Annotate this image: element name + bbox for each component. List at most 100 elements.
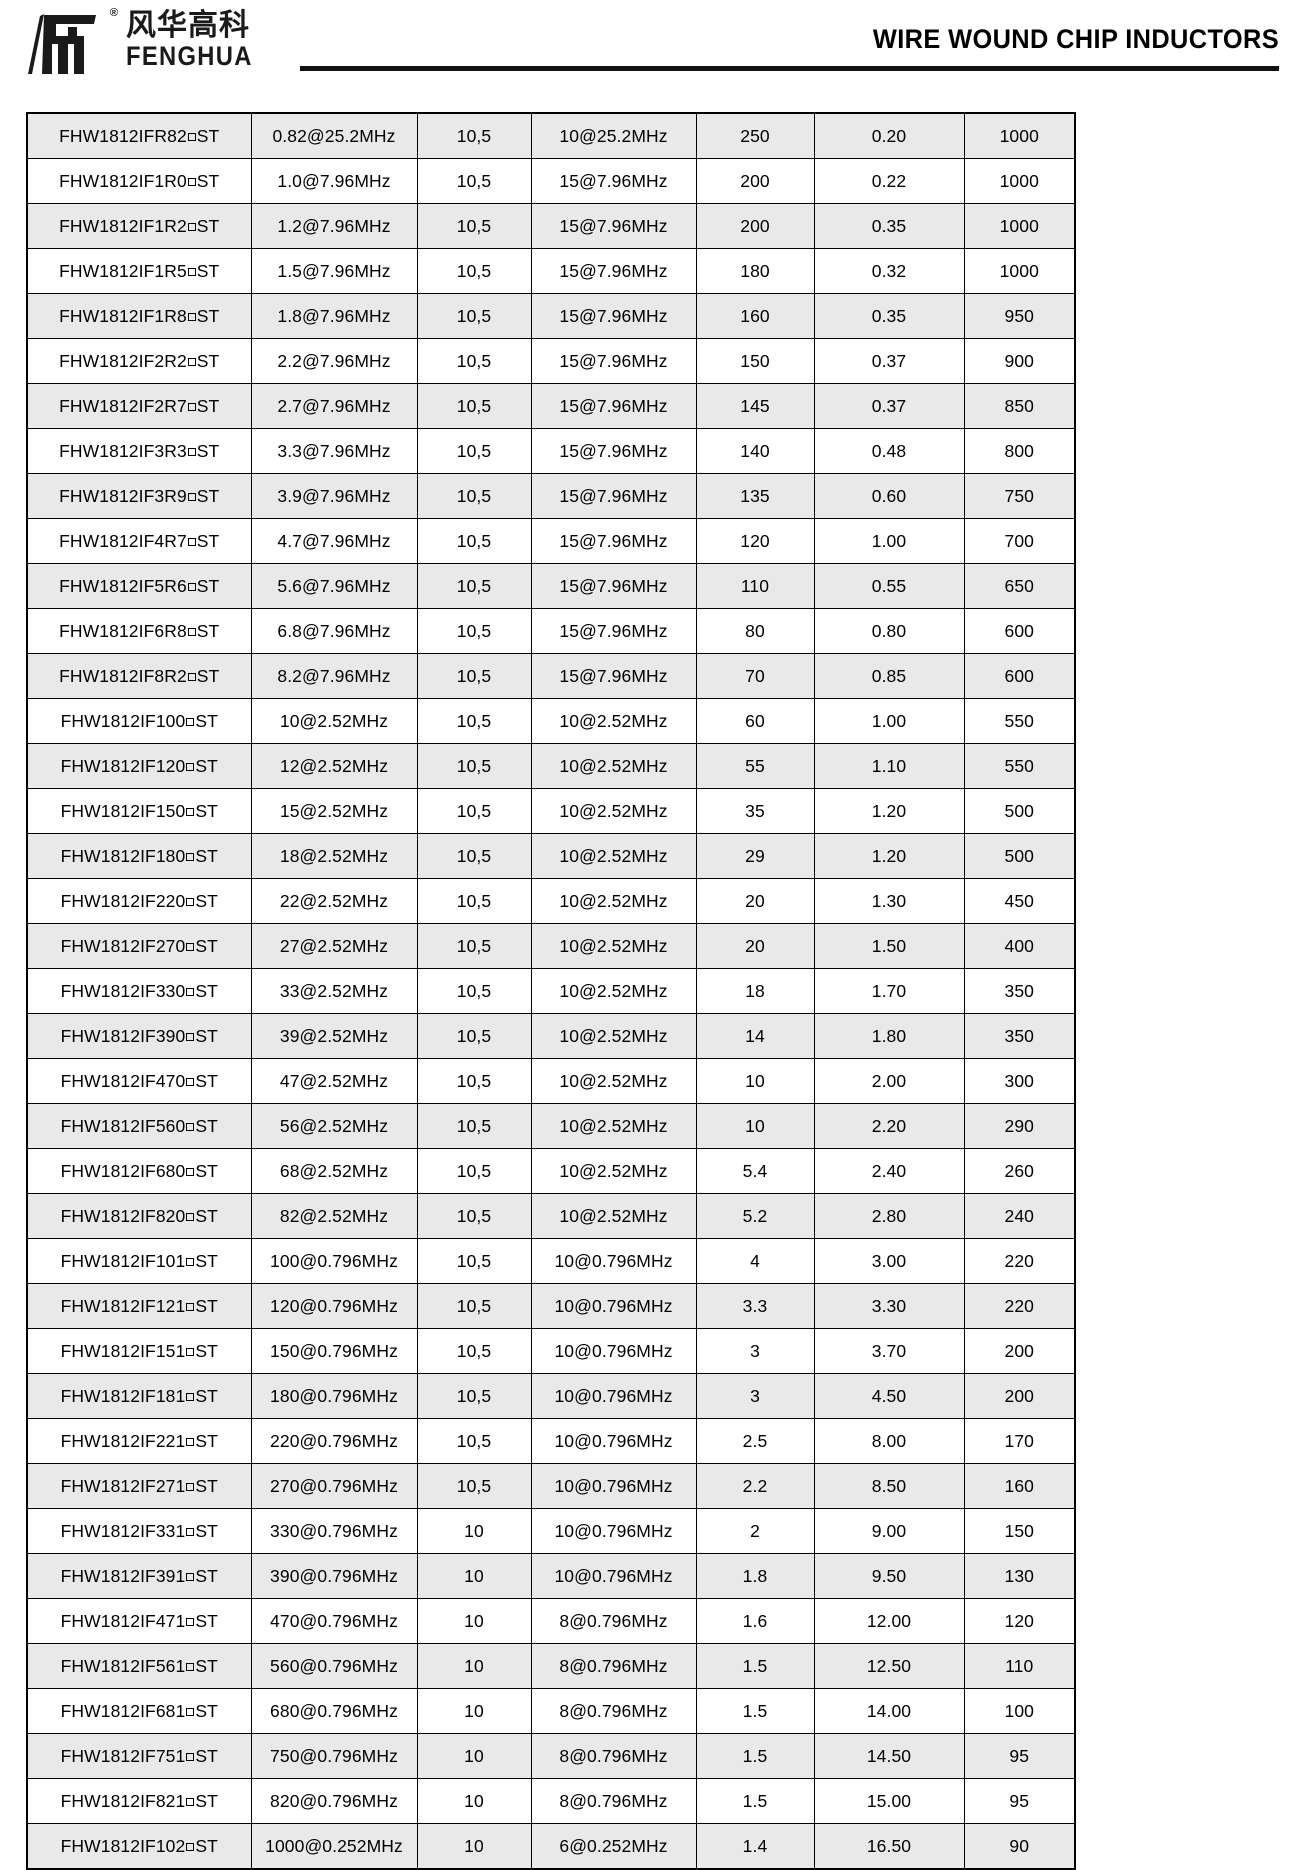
cell-part-number: FHW1812IF470 ST [26,1058,252,1104]
cell-srf: 145 [695,383,815,429]
part-number-prefix: FHW1812IF6R8 [59,620,187,641]
cell-part-number: FHW1812IF1R8 ST [26,293,252,339]
cell-dcr: 9.50 [813,1553,965,1599]
cell-part-number: FHW1812IF3R9 ST [26,473,252,519]
part-number-suffix: ST [196,440,220,461]
spec-table-container: FHW1812IFR82 ST 0.82@25.2MHz 10,5 10@25.2MHz… [26,112,1076,1870]
cell-q-test: 10@2.52MHz [530,833,697,879]
cell-rated-current: 90 [963,1823,1076,1870]
cell-q-min: 10,5 [416,923,532,969]
cell-q-test: 8@0.796MHz [530,1598,697,1644]
cell-q-min: 10 [416,1823,532,1870]
cell-inductance: 18@2.52MHz [250,833,418,879]
cell-q-test: 10@2.52MHz [530,923,697,969]
cell-srf: 120 [695,518,815,564]
cell-q-min: 10,5 [416,743,532,789]
cell-rated-current: 400 [963,923,1076,969]
cell-srf: 18 [695,968,815,1014]
part-number-prefix: FHW1812IF821 [60,1790,186,1811]
table-row: FHW1812IF221 ST 220@0.796MHz 10,5 10@0.796MH… [26,1418,1076,1464]
cell-inductance: 47@2.52MHz [250,1058,418,1104]
cell-dcr: 0.35 [813,293,965,339]
tolerance-placeholder-icon [187,402,196,411]
cell-srf: 1.5 [695,1733,815,1779]
part-number-prefix: FHW1812IF471 [60,1610,186,1631]
part-number-suffix: ST [195,1070,218,1091]
table-row: FHW1812IF3R3 ST 3.3@7.96MHz 10,5 15@7.96MHz 1… [26,428,1076,474]
part-number-suffix: ST [196,575,220,596]
cell-srf: 4 [695,1238,815,1284]
cell-dcr: 0.80 [813,608,965,654]
cell-rated-current: 170 [963,1418,1076,1464]
cell-q-min: 10,5 [416,1238,532,1284]
part-number-prefix: FHW1812IF1R2 [59,215,187,236]
cell-q-min: 10 [416,1733,532,1779]
cell-q-min: 10 [416,1553,532,1599]
part-number-prefix: FHW1812IF100 [60,710,186,731]
cell-srf: 1.5 [695,1643,815,1689]
cell-q-min: 10,5 [416,383,532,429]
cell-dcr: 8.50 [813,1463,965,1509]
table-row: FHW1812IF680 ST 68@2.52MHz 10,5 10@2.52MHz 5.… [26,1148,1076,1194]
cell-q-min: 10,5 [416,833,532,879]
cell-inductance: 15@2.52MHz [250,788,418,834]
cell-rated-current: 850 [963,383,1076,429]
tolerance-placeholder-icon [187,132,196,141]
part-number-prefix: FHW1812IF1R0 [59,170,187,191]
cell-rated-current: 100 [963,1688,1076,1734]
part-number-prefix: FHW1812IF1R8 [59,305,187,326]
part-number-prefix: FHW1812IF330 [60,980,186,1001]
cell-q-test: 10@2.52MHz [530,878,697,924]
cell-q-min: 10,5 [416,293,532,339]
cell-part-number: FHW1812IF8R2 ST [26,653,252,699]
cell-dcr: 8.00 [813,1418,965,1464]
cell-part-number: FHW1812IF120 ST [26,743,252,789]
fenghua-logo-icon: ® [22,6,118,80]
cell-inductance: 470@0.796MHz [250,1598,418,1644]
cell-q-min: 10,5 [416,1193,532,1239]
part-number-suffix: ST [196,530,220,551]
cell-srf: 10 [695,1103,815,1149]
part-number-suffix: ST [196,395,220,416]
table-row: FHW1812IF100 ST 10@2.52MHz 10,5 10@2.52MHz 60… [26,698,1076,744]
cell-srf: 20 [695,878,815,924]
cell-inductance: 3.9@7.96MHz [250,473,418,519]
table-row: FHW1812IF331 ST 330@0.796MHz 10 10@0.796MHz 2… [26,1508,1076,1554]
tolerance-placeholder-icon [187,312,196,321]
part-number-suffix: ST [196,485,220,506]
cell-inductance: 5.6@7.96MHz [250,563,418,609]
cell-part-number: FHW1812IF151 ST [26,1328,252,1374]
part-number-suffix: ST [195,1115,218,1136]
cell-q-min: 10,5 [416,1373,532,1419]
cell-rated-current: 95 [963,1778,1076,1824]
cell-inductance: 68@2.52MHz [250,1148,418,1194]
cell-inductance: 1.8@7.96MHz [250,293,418,339]
cell-rated-current: 900 [963,338,1076,384]
cell-part-number: FHW1812IF331 ST [26,1508,252,1554]
part-number-prefix: FHW1812IF390 [60,1025,186,1046]
cell-inductance: 8.2@7.96MHz [250,653,418,699]
cell-inductance: 3.3@7.96MHz [250,428,418,474]
cell-srf: 2.2 [695,1463,815,1509]
cell-dcr: 3.30 [813,1283,965,1329]
table-row: FHW1812IFR82 ST 0.82@25.2MHz 10,5 10@25.2MHz… [26,112,1076,159]
cell-dcr: 0.32 [813,248,965,294]
cell-q-min: 10,5 [416,473,532,519]
table-row: FHW1812IF681 ST 680@0.796MHz 10 8@0.796MHz 1.… [26,1688,1076,1734]
cell-part-number: FHW1812IF121 ST [26,1283,252,1329]
tolerance-placeholder-icon [186,1797,195,1806]
table-row: FHW1812IF121 ST 120@0.796MHz 10,5 10@0.796MH… [26,1283,1076,1329]
cell-q-min: 10,5 [416,1103,532,1149]
cell-dcr: 0.85 [813,653,965,699]
cell-srf: 35 [695,788,815,834]
cell-srf: 29 [695,833,815,879]
tolerance-placeholder-icon [187,627,196,636]
part-number-prefix: FHW1812IF220 [60,890,186,911]
cell-q-test: 10@2.52MHz [530,743,697,789]
cell-srf: 1.5 [695,1688,815,1734]
cell-q-test: 10@2.52MHz [530,698,697,744]
tolerance-placeholder-icon [187,582,196,591]
part-number-prefix: FHW1812IFR82 [59,125,187,146]
cell-rated-current: 350 [963,968,1076,1014]
cell-srf: 10 [695,1058,815,1104]
